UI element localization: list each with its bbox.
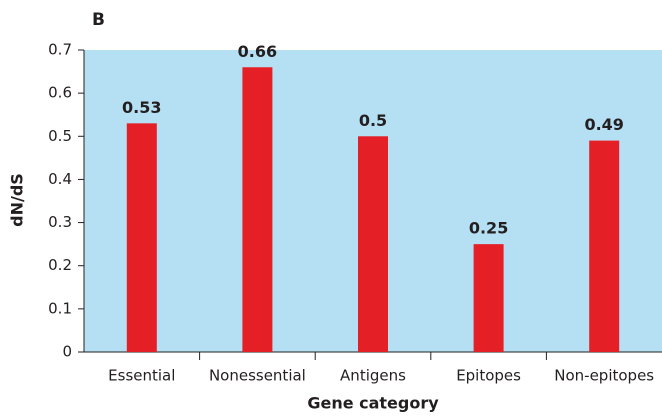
- x-tick-label: Essential: [108, 367, 175, 385]
- data-label: 0.25: [469, 219, 508, 238]
- data-label: 0.66: [238, 42, 277, 61]
- x-tick-label: Non-epitopes: [554, 367, 654, 385]
- x-tick-label: Nonessential: [209, 367, 306, 385]
- bar: [358, 136, 388, 352]
- bar: [474, 244, 504, 352]
- page: B dN/dS Gene category 0 0.1 0.2 0.3 0.4 0.5 0.…: [0, 0, 662, 416]
- panel-label: B: [92, 10, 105, 30]
- bar: [589, 141, 619, 352]
- y-tick-label: 0.5: [48, 127, 72, 145]
- x-tick-label: Epitopes: [456, 367, 521, 385]
- chart: B dN/dS Gene category 0 0.1 0.2 0.3 0.4 0.5 0.…: [0, 0, 662, 416]
- data-label: 0.53: [122, 98, 161, 117]
- y-tick-label: 0.4: [48, 170, 72, 188]
- y-tick-label: 0.7: [48, 41, 72, 59]
- x-tick-label: Antigens: [340, 367, 406, 385]
- x-axis-title: Gene category: [307, 394, 439, 413]
- bar: [242, 67, 272, 352]
- y-tick-label: 0: [62, 343, 72, 361]
- y-tick-label: 0.1: [48, 299, 72, 317]
- y-tick-label: 0.2: [48, 256, 72, 274]
- bar: [127, 123, 157, 352]
- y-tick-label: 0.6: [48, 84, 72, 102]
- y-axis-title: dN/dS: [8, 173, 27, 227]
- data-label: 0.5: [359, 111, 387, 130]
- data-label: 0.49: [584, 115, 623, 134]
- y-tick-label: 0.3: [48, 213, 72, 231]
